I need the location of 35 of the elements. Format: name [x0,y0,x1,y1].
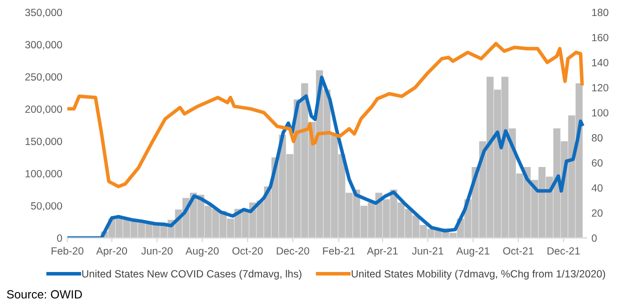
legend-label: United States New COVID Cases (7dmavg, lhs) [82,270,302,280]
y-tick-label: 350,000 [25,8,62,18]
x-tick-label: Apr-21 [366,247,398,257]
y-tick-label: 100,000 [26,170,62,179]
x-tick-label: Apr-20 [96,247,128,257]
y2-tick-label: 100 [592,109,608,116]
line-series [67,42,584,188]
y2-tick-label: 0 [592,234,597,242]
x-tick-label: Oct-21 [503,247,534,255]
x-tick-label: Aug-21 [456,247,490,257]
y-tick-label: 250,000 [25,73,62,82]
x-tick-label: Dec-21 [548,247,580,255]
x-tick-label: Oct-20 [232,247,263,255]
x-tick-label: Jun-20 [141,247,173,255]
y2-tick-label: 60 [592,159,603,167]
y-tick-label: 300,000 [25,41,62,50]
y-tick-label: 150,000 [26,138,62,146]
y-tick-label: 50,000 [31,202,62,211]
source-note: Source: OWID [6,290,82,299]
y2-tick-label: 120 [592,84,608,92]
y2-tick-label: 160 [592,34,608,42]
y-tick-label: 0 [57,234,62,242]
x-tick-label: Feb-20 [52,246,84,255]
y2-tick-label: 20 [592,209,603,217]
x-tick-label: Feb-21 [323,246,355,255]
y2-tick-label: 180 [592,8,608,16]
line-series [67,76,584,238]
x-tick-label: Jun-21 [412,247,444,255]
y2-tick-label: 140 [592,58,608,66]
legend-label: United States Mobility (7dmavg, %Chg from 1/13/2020) [352,270,606,280]
x-tick-label: Dec-20 [276,247,310,255]
y-tick-label: 200,000 [25,105,62,114]
y2-tick-label: 80 [592,134,603,142]
x-tick-label: Aug-20 [186,247,219,257]
y2-tick-label: 40 [592,184,603,192]
